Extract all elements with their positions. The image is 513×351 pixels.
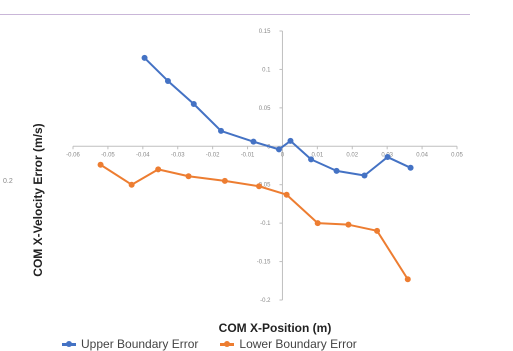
x-tick-label: 0 bbox=[281, 152, 285, 158]
data-point-upper bbox=[164, 77, 171, 84]
x-tick-label: 0.01 bbox=[312, 152, 324, 158]
legend-swatch-lower bbox=[220, 340, 235, 347]
data-point-upper bbox=[141, 54, 148, 61]
y-tick-label-extra: 0.2 bbox=[3, 178, 13, 185]
x-tick-label: 0.02 bbox=[346, 152, 358, 158]
x-tick-label: -0.04 bbox=[136, 152, 150, 158]
y-axis-label: COM X-Velocity Error (m/s) bbox=[31, 123, 45, 277]
data-point-lower bbox=[404, 276, 411, 283]
legend-item-lower: Lower Boundary Error bbox=[220, 337, 357, 351]
data-point-lower bbox=[283, 191, 290, 198]
data-point-lower bbox=[185, 173, 192, 180]
y-tick-label: -0.1 bbox=[260, 221, 271, 227]
data-point-lower bbox=[345, 221, 352, 228]
data-point-lower bbox=[314, 220, 321, 227]
y-tick-label: -0.15 bbox=[257, 260, 271, 266]
series-layer bbox=[97, 54, 414, 283]
data-point-upper bbox=[384, 154, 391, 161]
data-point-lower bbox=[97, 161, 104, 168]
data-point-upper bbox=[275, 146, 282, 153]
data-point-lower bbox=[256, 183, 263, 190]
legend: Upper Boundary Error Lower Boundary Erro… bbox=[62, 337, 357, 351]
y-tick-label: 0.15 bbox=[259, 29, 271, 35]
x-tick-label: -0.01 bbox=[241, 152, 255, 158]
data-point-upper bbox=[190, 101, 197, 108]
data-point-upper bbox=[333, 167, 340, 174]
data-point-lower bbox=[221, 177, 228, 184]
x-tick-label: 0.04 bbox=[416, 152, 428, 158]
series-line-lower bbox=[100, 163, 409, 280]
series-line-upper bbox=[143, 57, 411, 177]
legend-swatch-upper bbox=[62, 340, 76, 347]
legend-label-upper: Upper Boundary Error bbox=[81, 337, 199, 351]
legend-item-upper: Upper Boundary Error bbox=[62, 337, 198, 351]
axes: -0.06 -0.05 -0.04 -0.03 -0.02 -0.01 0 0.01 0.02 0… bbox=[66, 29, 463, 304]
data-point-upper bbox=[361, 172, 368, 179]
y-tick-label: -0.05 bbox=[257, 183, 271, 189]
y-tick-label: 0.05 bbox=[259, 106, 271, 112]
x-tick-label: -0.02 bbox=[206, 152, 220, 158]
data-point-upper bbox=[308, 156, 315, 163]
data-point-upper bbox=[407, 164, 414, 171]
x-tick-label: -0.06 bbox=[66, 152, 80, 158]
y-tick-label: -0.2 bbox=[260, 298, 271, 304]
x-tick-label: -0.03 bbox=[171, 152, 185, 158]
data-point-upper bbox=[287, 137, 294, 144]
y-tick-label: 0.1 bbox=[262, 67, 271, 73]
data-point-upper bbox=[218, 127, 225, 134]
data-point-lower bbox=[155, 166, 162, 173]
data-point-lower bbox=[374, 227, 381, 234]
x-tick-label: -0.05 bbox=[101, 152, 115, 158]
legend-label-lower: Lower Boundary Error bbox=[239, 337, 357, 351]
chart-frame-border bbox=[0, 0, 470, 15]
data-point-upper bbox=[250, 138, 257, 145]
data-point-lower bbox=[128, 181, 135, 188]
x-axis-label: COM X-Position (m) bbox=[218, 321, 332, 335]
x-tick-label: 0.05 bbox=[451, 152, 463, 158]
